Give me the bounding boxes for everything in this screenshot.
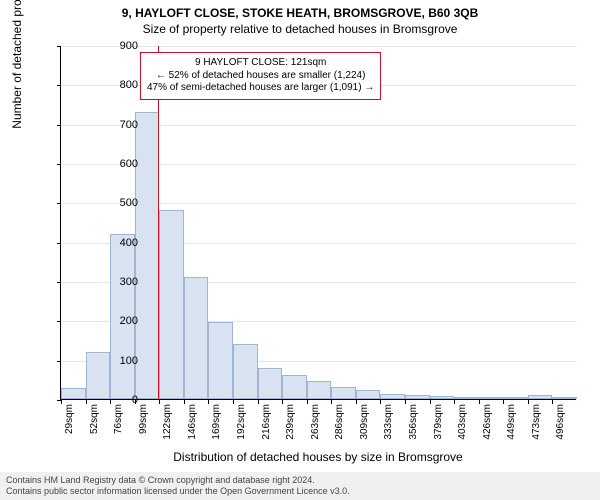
ytick-mark bbox=[57, 282, 61, 283]
histogram-bar bbox=[258, 368, 283, 399]
annotation-line-3: 47% of semi-detached houses are larger (… bbox=[147, 82, 374, 95]
histogram-bar bbox=[430, 396, 455, 399]
ytick-label: 300 bbox=[68, 276, 138, 288]
ytick-mark bbox=[57, 321, 61, 322]
histogram-bar bbox=[503, 397, 528, 399]
annotation-line-1: 9 HAYLOFT CLOSE: 121sqm bbox=[147, 57, 374, 70]
gridline bbox=[61, 46, 577, 47]
xtick-mark bbox=[233, 400, 234, 404]
histogram-bar bbox=[208, 322, 233, 399]
xtick-mark bbox=[208, 400, 209, 404]
ytick-label: 400 bbox=[68, 237, 138, 249]
chart-area: 9 HAYLOFT CLOSE: 121sqm ← 52% of detache… bbox=[60, 46, 576, 400]
xtick-mark bbox=[503, 400, 504, 404]
footer-line-2: Contains public sector information licen… bbox=[6, 486, 594, 497]
xtick-mark bbox=[380, 400, 381, 404]
ytick-label: 0 bbox=[68, 394, 138, 406]
xtick-mark bbox=[159, 400, 160, 404]
xtick-mark bbox=[61, 400, 62, 404]
xtick-mark bbox=[528, 400, 529, 404]
xtick-mark bbox=[479, 400, 480, 404]
xtick-mark bbox=[258, 400, 259, 404]
ytick-label: 100 bbox=[68, 355, 138, 367]
ytick-label: 800 bbox=[68, 79, 138, 91]
xtick-mark bbox=[184, 400, 185, 404]
xtick-mark bbox=[282, 400, 283, 404]
ytick-mark bbox=[57, 203, 61, 204]
histogram-bar bbox=[184, 277, 209, 399]
ytick-mark bbox=[57, 164, 61, 165]
ytick-mark bbox=[57, 46, 61, 47]
xtick-mark bbox=[552, 400, 553, 404]
xtick-mark bbox=[331, 400, 332, 404]
page-subtitle: Size of property relative to detached ho… bbox=[0, 20, 600, 36]
ytick-mark bbox=[57, 85, 61, 86]
histogram-bar bbox=[552, 397, 577, 399]
histogram-bar bbox=[331, 387, 356, 399]
histogram-bar bbox=[356, 390, 381, 399]
chart-page: 9, HAYLOFT CLOSE, STOKE HEATH, BROMSGROV… bbox=[0, 0, 600, 500]
xtick-mark bbox=[454, 400, 455, 404]
histogram-bar bbox=[307, 381, 332, 399]
ytick-mark bbox=[57, 361, 61, 362]
xtick-mark bbox=[405, 400, 406, 404]
histogram-bar bbox=[528, 395, 553, 399]
ytick-label: 700 bbox=[68, 119, 138, 131]
histogram-bar bbox=[135, 112, 160, 399]
histogram-bar bbox=[479, 397, 504, 399]
ytick-label: 900 bbox=[68, 40, 138, 52]
page-title: 9, HAYLOFT CLOSE, STOKE HEATH, BROMSGROV… bbox=[0, 0, 600, 20]
annotation-box: 9 HAYLOFT CLOSE: 121sqm ← 52% of detache… bbox=[140, 52, 381, 100]
histogram-bar bbox=[405, 395, 430, 399]
ytick-label: 600 bbox=[68, 158, 138, 170]
y-axis-label: Number of detached properties bbox=[10, 0, 24, 223]
histogram-bar bbox=[454, 397, 479, 399]
ytick-mark bbox=[57, 125, 61, 126]
xtick-mark bbox=[307, 400, 308, 404]
histogram-bar bbox=[159, 210, 184, 399]
xtick-mark bbox=[356, 400, 357, 404]
histogram-bar bbox=[233, 344, 258, 399]
ytick-mark bbox=[57, 243, 61, 244]
histogram-bar bbox=[380, 394, 405, 399]
histogram-bar bbox=[282, 375, 307, 399]
annotation-line-2: ← 52% of detached houses are smaller (1,… bbox=[147, 70, 374, 83]
xtick-mark bbox=[430, 400, 431, 404]
ytick-label: 200 bbox=[68, 315, 138, 327]
footer-line-1: Contains HM Land Registry data © Crown c… bbox=[6, 475, 594, 486]
footer: Contains HM Land Registry data © Crown c… bbox=[0, 472, 600, 500]
ytick-label: 500 bbox=[68, 197, 138, 209]
x-axis-label: Distribution of detached houses by size … bbox=[60, 450, 576, 464]
